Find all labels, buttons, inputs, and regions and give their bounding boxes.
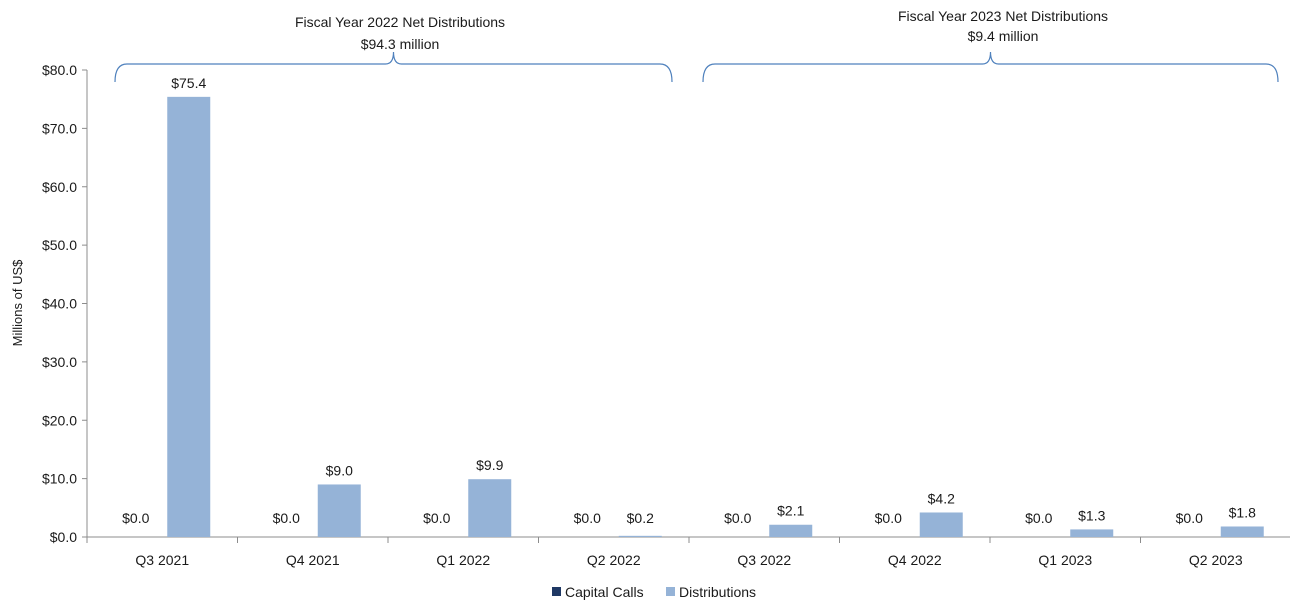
capital-calls-data-label: $0.0	[875, 510, 902, 526]
annotation-bracket	[702, 51, 1279, 83]
x-tick-label: Q3 2021	[135, 552, 189, 568]
capital-calls-data-label: $0.0	[122, 510, 149, 526]
x-tick-label: Q1 2022	[436, 552, 490, 568]
legend-distributions-swatch	[666, 587, 675, 596]
legend: Capital Calls Distributions	[552, 584, 756, 600]
x-tick-label: Q4 2021	[286, 552, 340, 568]
distributions-data-label: $4.2	[928, 490, 955, 506]
annotation-title: Fiscal Year 2022 Net Distributions	[295, 14, 505, 30]
x-tick-label: Q1 2023	[1038, 552, 1092, 568]
distributions-data-label: $1.8	[1229, 504, 1256, 520]
distributions-bar	[1220, 526, 1264, 537]
distributions-data-label: $75.4	[171, 75, 206, 91]
legend-capital-calls-label: Capital Calls	[565, 584, 644, 600]
distributions-bar	[468, 479, 512, 537]
distributions-data-label: $1.3	[1078, 507, 1105, 523]
bars	[167, 96, 1264, 537]
y-tick-label: $30.0	[42, 354, 77, 370]
distributions-data-label: $9.0	[326, 462, 353, 478]
capital-calls-data-label: $0.0	[423, 510, 450, 526]
y-axis: $0.0 $10.0 $20.0 $30.0 $40.0 $50.0 $60.0 $70.0 $…	[42, 62, 88, 545]
y-tick-label: $70.0	[42, 120, 77, 136]
distributions-bar	[1070, 529, 1114, 537]
y-tick-label: $50.0	[42, 237, 77, 253]
x-tick-label: Q3 2022	[737, 552, 791, 568]
distributions-bar	[769, 524, 813, 537]
legend-capital-calls-swatch	[552, 587, 561, 596]
x-tick-label: Q2 2023	[1189, 552, 1243, 568]
annotation-title: Fiscal Year 2023 Net Distributions	[898, 8, 1108, 24]
y-tick-label: $10.0	[42, 471, 77, 487]
capital-calls-data-label: $0.0	[273, 510, 300, 526]
annotation-brackets	[114, 51, 1279, 83]
annotation-amount: $9.4 million	[968, 28, 1039, 44]
distributions-data-label: $9.9	[476, 457, 503, 473]
x-tick-label: Q4 2022	[888, 552, 942, 568]
legend-distributions-label: Distributions	[679, 584, 756, 600]
x-tick-label: Q2 2022	[587, 552, 641, 568]
distributions-data-label: $2.1	[777, 503, 804, 519]
capital-calls-data-label: $0.0	[1025, 510, 1052, 526]
capital-calls-data-label: $0.0	[574, 510, 601, 526]
annotation-bracket	[114, 51, 673, 83]
y-axis-label: Millions of US$	[10, 259, 25, 346]
distributions-bar	[618, 535, 662, 537]
y-tick-label: $20.0	[42, 412, 77, 428]
y-tick-label: $0.0	[50, 529, 77, 545]
capital-calls-data-label: $0.0	[1176, 510, 1203, 526]
x-axis: Q3 2021 Q4 2021 Q1 2022 Q2 2022 Q3 2022 Q4 20…	[86, 536, 1290, 568]
data-labels: $0.0 $0.0 $0.0 $0.0 $0.0 $0.0 $0.0 $0.0 $75.4 $9.…	[122, 75, 1256, 526]
annotation-amount: $94.3 million	[361, 36, 440, 52]
distributions-data-label: $0.2	[627, 510, 654, 526]
annotation-labels: Fiscal Year 2022 Net Distributions $94.3 …	[295, 8, 1108, 52]
distributions-bar	[167, 96, 211, 537]
distributions-bar	[317, 484, 361, 537]
y-tick-label: $60.0	[42, 179, 77, 195]
y-tick-label: $80.0	[42, 62, 77, 78]
distributions-bar	[919, 512, 963, 537]
y-tick-label: $40.0	[42, 296, 77, 312]
capital-calls-data-label: $0.0	[724, 510, 751, 526]
